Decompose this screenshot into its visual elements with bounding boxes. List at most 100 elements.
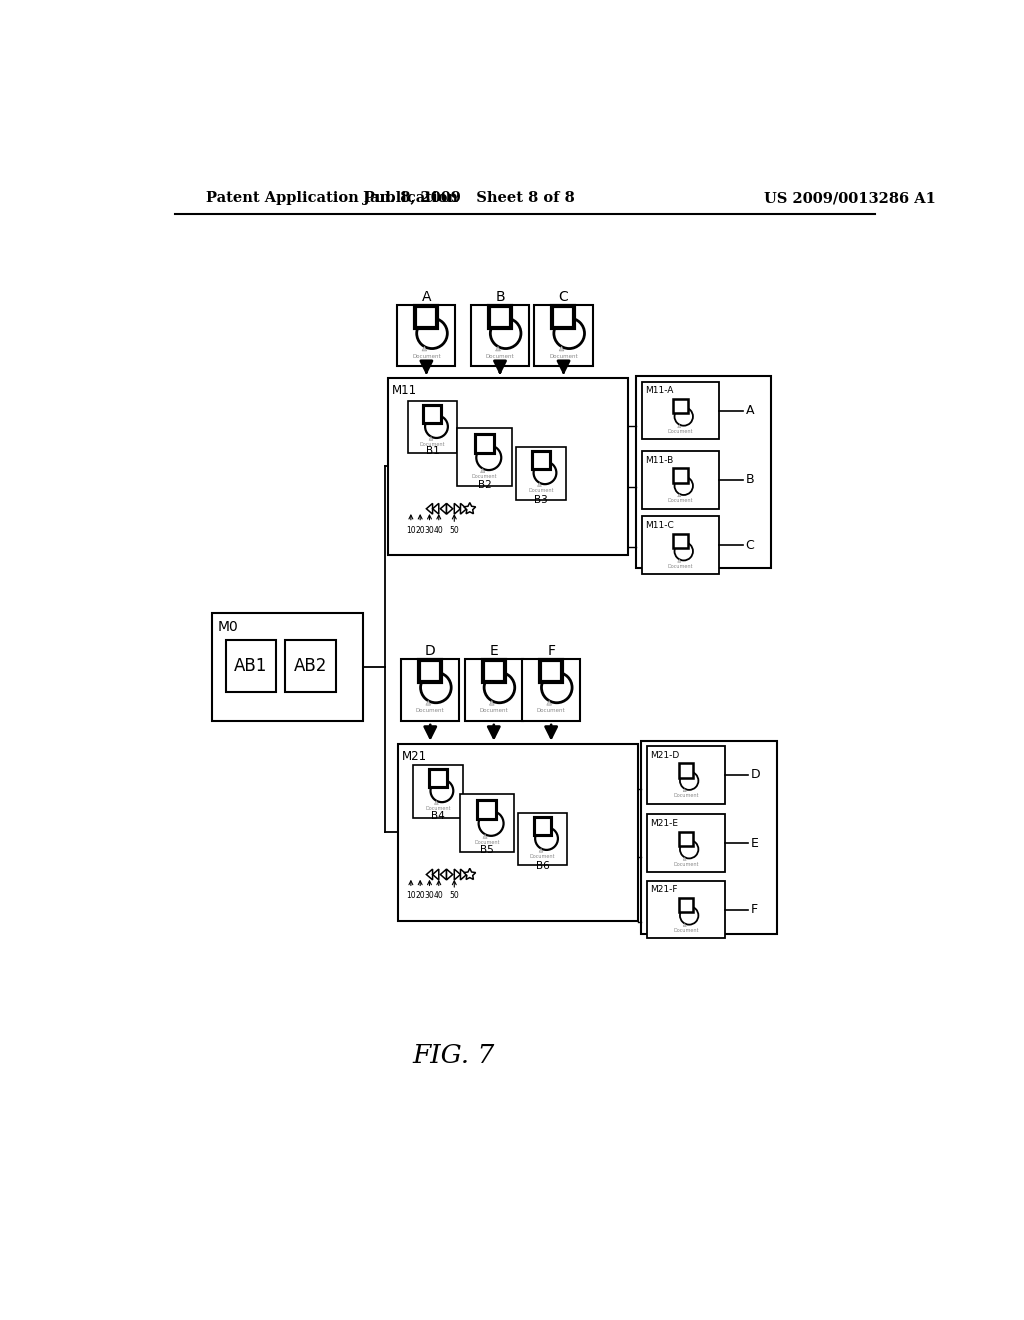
Polygon shape [440, 503, 446, 515]
Text: M21-E: M21-E [650, 818, 678, 828]
Text: 10: 10 [407, 525, 416, 535]
Bar [673, 469, 688, 483]
Text: B: B [745, 474, 755, 486]
Polygon shape [426, 869, 432, 880]
Text: C: C [745, 539, 755, 552]
Circle shape [430, 780, 454, 803]
Polygon shape [446, 503, 453, 515]
Polygon shape [496, 346, 501, 351]
Polygon shape [678, 560, 681, 562]
Bar [673, 533, 688, 548]
Text: Document: Document [668, 564, 693, 569]
Bar [419, 660, 441, 682]
Polygon shape [559, 346, 564, 351]
Polygon shape [464, 869, 476, 879]
Polygon shape [432, 869, 438, 880]
Polygon shape [683, 857, 686, 861]
Text: 40: 40 [434, 891, 443, 900]
Text: AB1: AB1 [234, 657, 267, 675]
Text: M11-A: M11-A [645, 387, 674, 395]
Bar [474, 434, 495, 454]
Bar [647, 814, 725, 873]
Text: 20: 20 [416, 525, 425, 535]
Polygon shape [446, 869, 453, 880]
Bar [225, 640, 276, 692]
Polygon shape [539, 849, 543, 853]
Bar [397, 305, 456, 367]
Bar [534, 817, 551, 834]
Text: US 2009/0013286 A1: US 2009/0013286 A1 [764, 191, 935, 206]
Bar [415, 306, 437, 327]
Text: Jan. 8, 2009   Sheet 8 of 8: Jan. 8, 2009 Sheet 8 of 8 [364, 191, 574, 206]
Bar [212, 612, 362, 721]
Text: F: F [547, 644, 555, 659]
Bar [460, 793, 514, 853]
Text: 50: 50 [450, 891, 459, 900]
Polygon shape [683, 923, 686, 927]
Text: 20: 20 [416, 891, 425, 900]
Text: Document: Document [668, 429, 693, 434]
Polygon shape [483, 834, 487, 838]
Bar [516, 447, 566, 499]
Text: 30: 30 [425, 891, 434, 900]
Polygon shape [464, 503, 476, 513]
Circle shape [476, 445, 502, 470]
Text: B3: B3 [535, 495, 548, 506]
Text: M11-C: M11-C [645, 521, 674, 531]
Text: Document: Document [474, 840, 500, 845]
Circle shape [675, 408, 693, 425]
Circle shape [680, 772, 698, 789]
Text: 10: 10 [407, 891, 416, 900]
Polygon shape [426, 701, 431, 705]
Polygon shape [678, 494, 681, 496]
Text: E: E [751, 837, 759, 850]
Bar [408, 401, 458, 453]
Text: Document: Document [425, 807, 451, 810]
Bar [424, 405, 441, 422]
Bar [488, 306, 511, 327]
Text: B4: B4 [431, 810, 444, 821]
Bar [679, 898, 693, 912]
Text: Document: Document [479, 709, 508, 713]
Circle shape [417, 318, 447, 348]
Circle shape [536, 828, 558, 850]
Circle shape [542, 672, 572, 702]
Bar [482, 660, 505, 682]
Bar [642, 516, 719, 574]
Text: B1: B1 [426, 446, 439, 457]
Polygon shape [489, 701, 495, 705]
Polygon shape [461, 869, 467, 880]
Circle shape [554, 318, 585, 348]
Polygon shape [455, 869, 461, 880]
Text: 40: 40 [434, 525, 443, 535]
Bar [679, 763, 693, 777]
Circle shape [680, 907, 698, 924]
Circle shape [680, 840, 698, 858]
Polygon shape [480, 469, 484, 473]
Text: AB2: AB2 [294, 657, 328, 675]
Text: D: D [751, 768, 761, 781]
Circle shape [484, 672, 515, 702]
Polygon shape [538, 483, 542, 487]
Circle shape [490, 318, 521, 348]
Text: Document: Document [485, 354, 514, 359]
Bar [414, 766, 463, 817]
Bar [458, 428, 512, 487]
Text: Document: Document [420, 442, 445, 447]
Circle shape [425, 416, 447, 438]
Text: Document: Document [668, 498, 693, 503]
Bar [465, 659, 523, 721]
Text: Document: Document [412, 354, 440, 359]
Text: M11-B: M11-B [645, 455, 673, 465]
Circle shape [534, 462, 556, 484]
Bar [518, 813, 567, 866]
Text: M21-F: M21-F [650, 886, 678, 894]
Bar [471, 305, 529, 367]
Text: Document: Document [673, 862, 698, 866]
Text: B2: B2 [477, 479, 492, 490]
Bar [540, 660, 562, 682]
Bar [401, 659, 460, 721]
Bar [642, 451, 719, 508]
Polygon shape [683, 788, 686, 792]
Text: Document: Document [528, 488, 554, 494]
